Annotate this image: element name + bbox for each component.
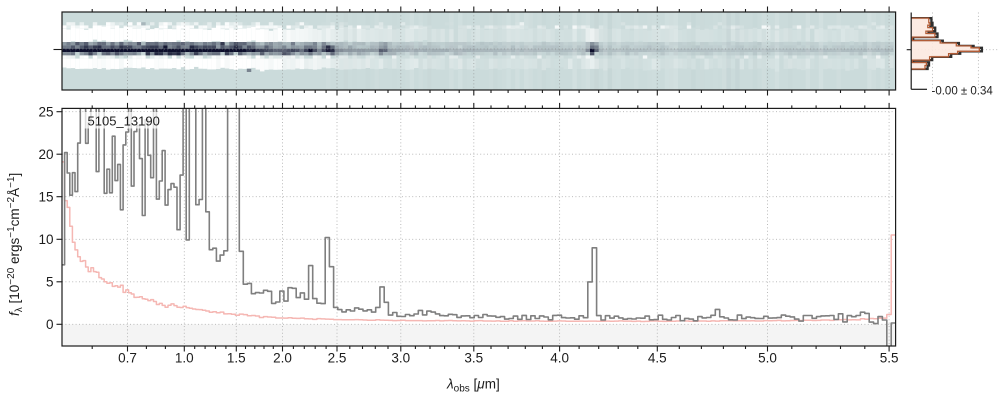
svg-text:15: 15 <box>38 190 53 205</box>
svg-text:3.0: 3.0 <box>391 351 410 366</box>
svg-text:10: 10 <box>38 232 53 247</box>
svg-text:4.5: 4.5 <box>648 351 667 366</box>
svg-text:fλ [10−20 ergs−1cm−2Å−1]: fλ [10−20 ergs−1cm−2Å−1] <box>6 173 25 316</box>
svg-text:3.5: 3.5 <box>464 351 483 366</box>
svg-text:-0.00 ± 0.34: -0.00 ± 0.34 <box>932 86 994 98</box>
svg-text:5: 5 <box>46 275 54 290</box>
svg-text:4.0: 4.0 <box>550 351 569 366</box>
svg-text:1.0: 1.0 <box>175 351 194 366</box>
svg-text:1.5: 1.5 <box>227 351 246 366</box>
svg-text:5.5: 5.5 <box>880 351 899 366</box>
svg-text:2.0: 2.0 <box>273 351 292 366</box>
svg-text:5.0: 5.0 <box>758 351 777 366</box>
svg-text:5105_13190: 5105_13190 <box>88 114 160 129</box>
svg-text:2.5: 2.5 <box>328 351 347 366</box>
svg-text:25: 25 <box>38 105 53 120</box>
svg-text:0: 0 <box>46 317 54 332</box>
svg-text:20: 20 <box>38 147 53 162</box>
svg-text:λobs [μm]: λobs [μm] <box>446 377 500 395</box>
svg-text:0.7: 0.7 <box>118 351 137 366</box>
